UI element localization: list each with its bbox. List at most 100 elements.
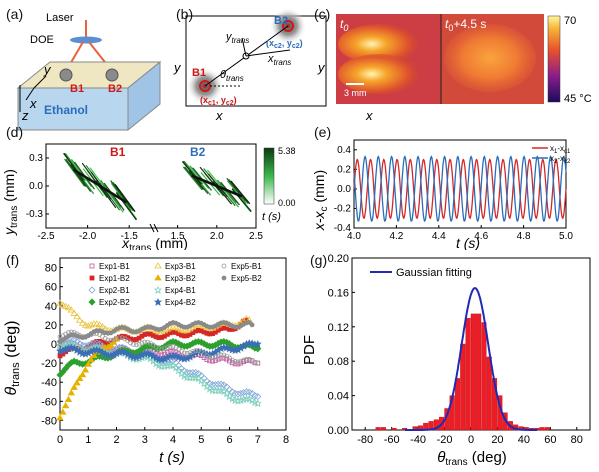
d-trajectory-b1 <box>103 182 125 211</box>
e-xlabel: t (s) <box>456 235 480 250</box>
f-point-exp3-b2 <box>90 351 98 358</box>
d-trajectory-b2 <box>220 181 240 206</box>
f-legend-label: Exp1-B1 <box>99 262 130 271</box>
e-legend-1: x1-xc1 <box>550 144 571 155</box>
panel-b: (b) B2 B1 ytrans xtrans θtrans (xc1, yc2… <box>170 0 330 150</box>
g-histogram-bar <box>486 356 492 431</box>
g-histogram-bar <box>375 427 381 431</box>
f-legend-label: Exp2-B1 <box>99 286 130 295</box>
g-histogram-bar <box>460 343 466 431</box>
f-point-exp4-b1 <box>214 386 223 395</box>
f-point-exp5-b1 <box>232 359 238 364</box>
e-series-x2-xc2 <box>353 155 567 222</box>
f-point-exp3-b1 <box>59 301 67 308</box>
d-b1-label: B1 <box>110 145 126 159</box>
f-point-exp5-b1 <box>184 350 190 356</box>
f-point-exp5-b1 <box>252 360 258 365</box>
d-y-tick-label: 0.3 <box>29 153 43 164</box>
d-trajectory-b1 <box>63 152 85 181</box>
f-x-tick-label: 7 <box>255 434 261 446</box>
f-point-exp5-b1 <box>229 357 235 363</box>
panel-label-a: (a) <box>6 6 24 22</box>
f-legend-marker <box>221 275 227 281</box>
g-legend: Gaussian fitting <box>370 267 472 279</box>
f-legend-marker <box>88 286 96 294</box>
d-mean-line-b1 <box>72 168 128 204</box>
g-x-tick-label: 0 <box>468 434 474 446</box>
setup-diagram: Laser DOE Ethanol B1 B2 y x z <box>16 12 162 132</box>
g-histogram-bar <box>476 313 482 431</box>
f-point-exp3-b2 <box>87 356 95 363</box>
panel-a: (a) Laser DOE Ethanol B1 B2 y x z <box>0 0 170 150</box>
f-point-exp3-b2 <box>73 379 81 386</box>
g-x-tick-label: -80 <box>357 434 373 446</box>
f-point-exp5-b1 <box>108 338 114 343</box>
f-point-exp3-b1 <box>87 321 95 328</box>
g-histogram-bar <box>380 427 386 431</box>
panel-label-e: (e) <box>314 124 332 140</box>
f-point-exp3-b2 <box>64 395 73 402</box>
cb-max-c: 70 <box>564 15 576 27</box>
g-y-tick-label: 0.00 <box>328 425 349 437</box>
theta-time-chart: θtrans (deg) t (s) 0 1 2 3 4 5 6 7 8 80 60 40 20 0 -20… <box>3 257 289 466</box>
f-legend-marker <box>154 262 162 269</box>
e-legend-2: x2-xc2 <box>550 154 571 165</box>
f-point-exp4-b1 <box>174 366 183 375</box>
f-point-exp5-b1 <box>145 339 150 345</box>
f-point-exp5-b1 <box>116 335 122 341</box>
f-x-tick-label: 6 <box>226 434 232 446</box>
f-point-exp3-b1 <box>61 302 70 309</box>
f-point-exp2-b1 <box>189 369 197 377</box>
panel-c: (c) <box>314 0 599 125</box>
f-x-tick-label: 3 <box>142 434 148 446</box>
e-x-tick-label: 4.4 <box>432 231 446 242</box>
f-point-exp2-b1 <box>90 339 98 347</box>
f-point-exp3-b2 <box>56 414 64 421</box>
d-trajectory-b2 <box>189 165 210 189</box>
d-cb-title: t (s) <box>262 211 281 223</box>
doe-lens <box>70 36 102 44</box>
f-legend-label: Exp3-B1 <box>165 262 196 271</box>
d-mean-line-b2 <box>191 174 243 198</box>
f-point-exp5-b1 <box>159 346 165 352</box>
f-point-exp5-b1 <box>221 352 227 358</box>
f-point-exp5-b1 <box>119 335 125 341</box>
f-point-exp5-b1 <box>162 346 167 351</box>
f-point-exp1-b1 <box>210 358 215 364</box>
f-point-exp5-b1 <box>244 356 249 362</box>
f-point-exp3-b2 <box>81 366 90 373</box>
f-point-exp1-b1 <box>241 359 247 364</box>
f-point-exp4-b1 <box>157 362 166 371</box>
b2-label-b: B2 <box>274 15 288 27</box>
f-point-exp3-b1 <box>95 321 104 328</box>
e-ylabel: x-xc (mm) <box>311 170 330 231</box>
f-y-tick-label: -20 <box>41 358 57 370</box>
f-point-exp5-b1 <box>190 349 196 355</box>
f-point-exp5-b1 <box>156 346 162 352</box>
panel-label-b: (b) <box>176 6 194 22</box>
f-point-exp5-b1 <box>57 334 63 340</box>
d-trajectory-b1 <box>110 182 132 211</box>
f-point-exp5-b1 <box>218 352 224 358</box>
d-trajectory-b1 <box>70 158 92 187</box>
cb-min-c: 45 °C <box>564 93 592 105</box>
f-x-tick-label: 0 <box>57 434 63 446</box>
f-point-exp2-b1 <box>186 369 194 377</box>
f-x-tick-label: 5 <box>198 434 204 446</box>
f-point-exp5-b1 <box>212 354 218 360</box>
d-trajectory-b1 <box>65 158 87 187</box>
g-gaussian-fit <box>404 287 538 431</box>
doe-label: DOE <box>30 34 54 46</box>
d-axis-break <box>153 223 159 233</box>
panel-label-d: (d) <box>6 124 24 140</box>
d-ylabel: ytrans (mm) <box>1 169 20 236</box>
f-point-exp3-b1 <box>70 309 78 316</box>
e-x-tick-label: 4.2 <box>389 231 403 242</box>
e-series-x1-xc1 <box>353 158 567 220</box>
f-point-exp3-b2 <box>70 383 78 390</box>
f-point-exp3-b2 <box>61 402 70 409</box>
f-point-exp3-b1 <box>56 299 64 306</box>
e-x-tick-label: 4.8 <box>517 231 531 242</box>
c-y-axis: y <box>317 60 326 75</box>
g-x-tick-label: -20 <box>437 434 453 446</box>
